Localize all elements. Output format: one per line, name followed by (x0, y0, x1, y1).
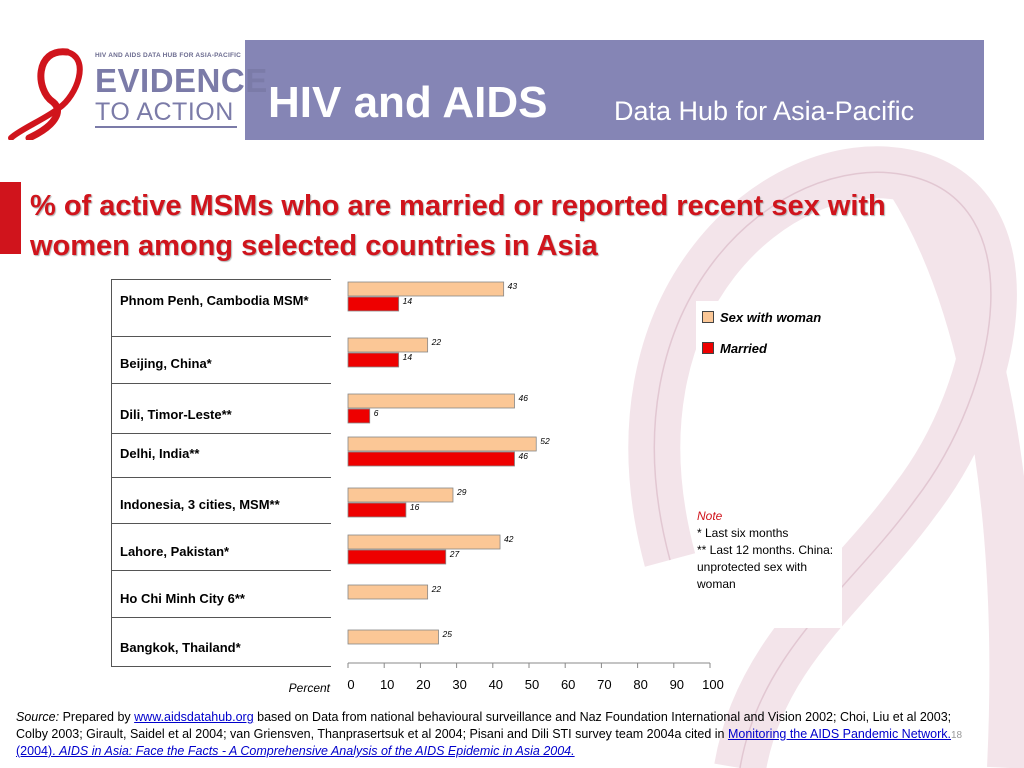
slide-title: % of active MSMs who are married or repo… (30, 190, 886, 262)
category-label-table: Phnom Penh, Cambodia MSM* Beijing, China… (111, 279, 331, 667)
row-divider (112, 433, 331, 434)
x-tick-label: 80 (633, 677, 647, 692)
data-label: 42 (504, 534, 514, 544)
bar-chart: 43 14 22 14 46 6 52 46 29 16 42 27 22 25 0 10 20 30 40 50 60… (289, 281, 724, 695)
data-label: 14 (403, 296, 413, 306)
category-label: Bangkok, Thailand* (120, 640, 241, 655)
x-tick-label: 90 (670, 677, 684, 692)
bar (347, 534, 501, 550)
row-divider (112, 477, 331, 478)
category-label: Phnom Penh, Cambodia MSM* (120, 293, 309, 308)
x-tick-label: 50 (525, 677, 539, 692)
category-label: Delhi, India** (120, 446, 200, 461)
x-axis-label: Percent (289, 681, 331, 695)
data-label: 46 (519, 393, 529, 403)
network-name: Monitoring the AIDS Pandemic Network. (2… (16, 727, 952, 758)
legend-swatch-married (702, 342, 714, 354)
bar (347, 451, 515, 467)
legend-label: Married (720, 341, 767, 356)
data-label: 29 (456, 487, 467, 497)
x-tick-label: 70 (597, 677, 611, 692)
bar (347, 629, 439, 645)
source-prefix: Prepared by (59, 710, 135, 724)
row-divider (112, 383, 331, 384)
data-label: 46 (519, 451, 529, 461)
row-divider (112, 523, 331, 524)
bar (347, 584, 429, 600)
x-tick-label: 0 (347, 677, 354, 692)
x-tick-label: 100 (702, 677, 724, 692)
legend-item-married: Married (702, 341, 767, 356)
source-link[interactable]: www.aidsdatahub.org (134, 710, 254, 724)
bar (347, 436, 537, 452)
note-title: Note (697, 509, 723, 523)
category-label: Dili, Timor-Leste** (120, 407, 232, 422)
x-tick-label: 40 (489, 677, 503, 692)
data-label: 52 (540, 436, 550, 446)
source-citation: Source: Prepared by www.aidsdatahub.org … (16, 709, 966, 760)
data-label: 25 (442, 629, 453, 639)
logo-evidence: EVIDENCE (95, 62, 268, 99)
header-subtitle: Data Hub for Asia-Pacific (614, 96, 915, 126)
header-banner: HIV AND AIDS DATA HUB FOR ASIA-PACIFIC E… (0, 40, 984, 140)
bar (347, 296, 400, 312)
bar (347, 487, 454, 503)
data-label: 14 (403, 352, 413, 362)
network-link[interactable]: Monitoring the AIDS Pandemic Network. (2… (16, 727, 951, 758)
row-divider (112, 336, 331, 337)
category-label: Ho Chi Minh City 6** (120, 591, 245, 606)
red-ribbon-logo-icon (8, 48, 83, 140)
row-divider (112, 570, 331, 571)
bar (347, 281, 505, 297)
source-text: based on Data from national behavioural … (16, 710, 952, 741)
note-line: * Last six months (697, 526, 789, 540)
bar (347, 352, 400, 368)
legend-swatch-sex-with-woman (702, 311, 714, 323)
row-divider (112, 617, 331, 618)
x-tick-label: 10 (380, 677, 394, 692)
bar (347, 549, 447, 565)
title-accent-bar (0, 182, 21, 254)
legend: Sex with woman Married (696, 301, 844, 365)
data-label: 6 (374, 408, 379, 418)
source-label: Source: (16, 710, 60, 724)
data-label: 43 (508, 281, 518, 291)
logo: HIV AND AIDS DATA HUB FOR ASIA-PACIFIC E… (0, 40, 267, 140)
legend-label: Sex with woman (720, 310, 822, 325)
category-label: Lahore, Pakistan* (120, 544, 230, 559)
category-label: Beijing, China* (120, 356, 212, 371)
category-label: Indonesia, 3 cities, MSM** (120, 497, 280, 512)
data-label: 16 (410, 502, 420, 512)
bar (347, 502, 407, 518)
data-label: 27 (449, 549, 460, 559)
data-label: 22 (431, 584, 442, 594)
page-number: 18 (951, 730, 963, 741)
bar (347, 408, 371, 424)
bar (347, 393, 515, 409)
x-tick-label: 20 (416, 677, 430, 692)
bar (347, 337, 429, 353)
x-tick-label: 60 (561, 677, 575, 692)
logo-underline (95, 126, 237, 128)
header-title: HIV and AIDS (268, 78, 548, 127)
x-tick-label: 30 (452, 677, 466, 692)
legend-item-sex-with-woman: Sex with woman (702, 310, 821, 325)
note-box: Note * Last six months ** Last 12 months… (697, 508, 842, 628)
logo-to-action: TO ACTION (95, 98, 234, 126)
note-line: ** Last 12 months. China: unprotected se… (697, 543, 834, 591)
logo-tagline: HIV AND AIDS DATA HUB FOR ASIA-PACIFIC (95, 52, 242, 59)
publication-title: AIDS in Asia: Face the Facts - A Compreh… (59, 744, 575, 758)
data-label: 22 (431, 337, 442, 347)
